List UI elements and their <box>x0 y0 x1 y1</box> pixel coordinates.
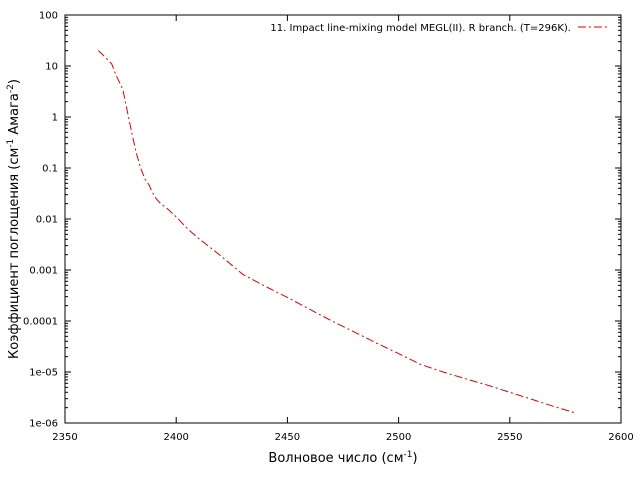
y-axis-label: Коэффициент поглощения (см-1 Амага-2) <box>6 79 22 359</box>
y-tick-label: 1e-05 <box>29 368 58 379</box>
x-tick-label: 2450 <box>275 432 300 443</box>
legend-label: 11. Impact line-mixing model MEGL(II). R… <box>270 23 571 34</box>
y-tick-label: 0.0001 <box>23 317 58 328</box>
series-line <box>98 50 575 414</box>
y-tick-label: 1e-06 <box>29 419 58 430</box>
x-tick-label: 2350 <box>52 432 77 443</box>
x-tick-label: 2500 <box>386 432 411 443</box>
legend: 11. Impact line-mixing model MEGL(II). R… <box>270 23 608 34</box>
y-tick-label: 0.001 <box>29 266 58 277</box>
x-axis-label-sup: -1 <box>404 450 413 460</box>
x-tick-label: 2600 <box>608 432 633 443</box>
tick-labels: 2350 2400 2450 2500 2550 2600 1e-06 1e-05 0.0001… <box>23 11 634 444</box>
y-tick-label: 10 <box>45 62 58 73</box>
plot-frame <box>64 14 622 424</box>
x-axis-label: Волновое число (см-1) <box>268 450 417 466</box>
y-tick-label: 1 <box>52 113 58 124</box>
y-tick-label: 100 <box>39 11 58 22</box>
y-tick-label: 0.1 <box>42 164 58 175</box>
x-tick-label: 2550 <box>497 432 522 443</box>
x-tick-label: 2400 <box>163 432 188 443</box>
data-series <box>98 50 575 414</box>
y-tick-label: 0.01 <box>36 215 58 226</box>
axis-ticks <box>64 14 622 424</box>
